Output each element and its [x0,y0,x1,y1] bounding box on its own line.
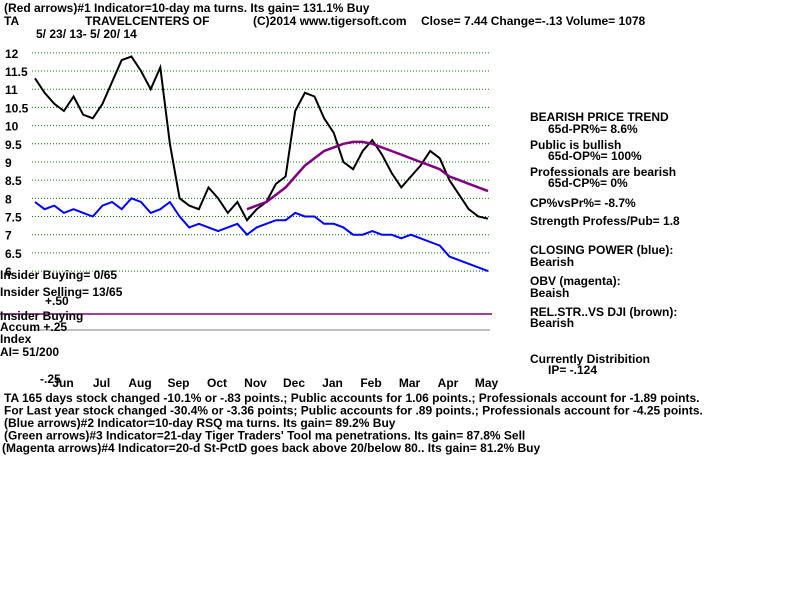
y-tick-label: 6 [5,265,12,279]
right-panel-text: Currently Distribition [530,352,650,366]
left-label: Insider Buying= 0/65 [0,268,117,282]
y-tick-label: 11 [5,83,18,97]
right-panel-text: CP%vsPr%= -8.7% [530,196,636,210]
footer-text: For Last year stock changed -30.4% or -3… [4,404,703,418]
left-label: Insider Buying [0,309,83,323]
left-label: Insider Selling= 13/65 [0,285,123,299]
right-panel-text: 65d-PR%= 8.6% [548,122,638,136]
y-tick-label: 10.5 [5,101,29,115]
y-tick-label: 11.5 [5,65,28,79]
company-name: TRAVELCENTERS OF [85,14,209,28]
y-tick-label: 9.5 [5,138,22,152]
date-range: 5/ 23/ 13- 5/ 20/ 14 [36,27,137,41]
right-panel-text: Bearish [530,316,574,330]
right-panel-text: Strength Profess/Pub= 1.8 [530,214,680,228]
right-panel-text: CLOSING POWER (blue): [530,243,673,257]
footer-text: (Blue arrows)#2 Indicator=10-day RSQ ma … [4,416,396,430]
left-label: AI= 51/200 [0,345,59,359]
quote: Close= 7.44 Change=-.13 Volume= 1078 [421,14,646,28]
x-tick-label: Aug [128,376,151,390]
right-panel-text: IP= -.124 [548,363,597,377]
x-tick-label: Sep [167,376,189,390]
y-tick-label: 7 [5,229,12,243]
y-tick-label: 9 [5,156,12,170]
x-tick-label: Mar [399,376,421,390]
right-panel-text: 65d-OP%= 100% [548,149,642,163]
y-tick-label: 12 [5,47,19,61]
copyright: (C)2014 www.tigersoft.com [253,14,407,28]
right-panel-text: REL.STR..VS DJI (brown): [530,305,677,319]
right-panel-text: Beaish [530,286,569,300]
right-panel-text: 65d-CP%= 0% [548,176,628,190]
y-tick-label: 10 [5,120,19,134]
series-line [246,140,489,211]
series-line [34,55,489,222]
series-line [34,197,489,273]
left-label: Accum +.25 [0,320,67,334]
right-panel-text: Bearish [530,255,574,269]
right-panel-text: BEARISH PRICE TREND [530,110,669,124]
right-panel-text: OBV (magenta): [530,274,621,288]
y-tick-label: 6.5 [5,247,22,261]
header-line: (Red arrows)#1 Indicator=10-day ma turns… [4,1,370,15]
left-label: -.25 [40,372,61,386]
x-tick-label: Apr [438,376,459,390]
left-label: +.50 [45,294,69,308]
x-tick-label: Jul [93,376,110,390]
x-tick-label: May [475,376,499,390]
x-tick-label: Dec [283,376,305,390]
symbol: TA [4,14,19,28]
footer-text: TA 165 days stock changed -10.1% or -.83… [4,391,700,405]
x-tick-label: Jun [52,376,73,390]
right-panel-text: Professionals are bearish [530,165,676,179]
footer-text: (Green arrows)#3 Indicator=21-day Tiger … [4,429,525,443]
right-panel-text: Public is bullish [530,138,621,152]
footer-text: (Magenta arrows)#4 Indicator=20-d St-Pct… [2,441,541,455]
x-tick-label: Oct [207,376,227,390]
left-label: Index [0,332,32,346]
x-tick-label: Nov [244,376,267,390]
y-tick-label: 7.5 [5,211,22,225]
y-tick-label: 8.5 [5,174,22,188]
y-tick-label: 8 [5,192,12,206]
x-tick-label: Feb [360,376,381,390]
x-tick-label: Jan [322,376,343,390]
